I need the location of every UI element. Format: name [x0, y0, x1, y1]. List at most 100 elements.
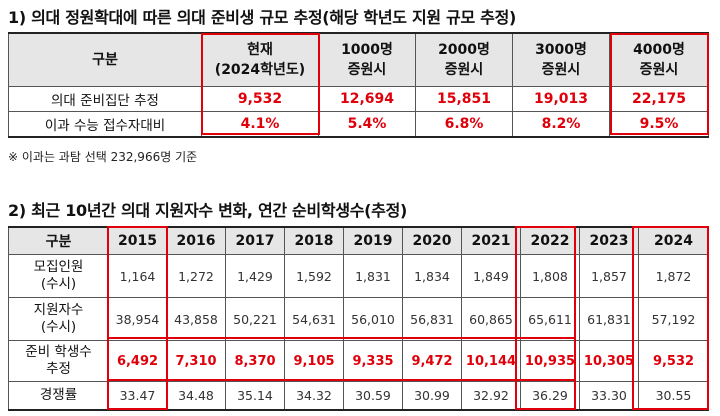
year-header: 2019 [343, 226, 403, 255]
table-cell: 15,851 [415, 86, 513, 112]
table-cell: 34.32 [284, 381, 344, 411]
table-cell: 33.47 [108, 381, 167, 411]
table-cell: 1,808 [520, 254, 580, 298]
year-header: 2021 [461, 226, 521, 255]
section1-title: 1) 의대 정원확대에 따른 의대 준비생 규모 추정(해당 학년도 지원 규모… [8, 8, 517, 27]
table-cell: 8,370 [225, 340, 285, 382]
row-label: 지원자수 (수시) [8, 297, 109, 341]
row-label-line2: 추정 [46, 361, 71, 377]
header-line2: 증원시 [541, 62, 581, 78]
table-cell: 35.14 [225, 381, 285, 411]
table-cell: 9.5% [609, 111, 709, 138]
table-cell: 1,429 [225, 254, 285, 298]
header-line2: 증원시 [347, 62, 387, 78]
header-current: 현재 (2024학년도) [201, 32, 319, 87]
table-cell: 1,831 [343, 254, 403, 298]
year-header: 2022 [520, 226, 580, 255]
row-label: 경쟁률 [8, 381, 109, 411]
table-cell: 9,105 [284, 340, 344, 382]
table-cell: 36.29 [520, 381, 580, 411]
table-row: 지원자수 (수시) 38,954 43,858 50,221 54,631 56… [8, 297, 709, 341]
header-current-line1: 현재 [247, 42, 273, 58]
row-label-line1: 지원자수 [33, 302, 84, 318]
table-cell: 34.48 [166, 381, 226, 411]
table-cell: 10,144 [461, 340, 521, 382]
table-cell: 6.8% [415, 111, 513, 138]
table-cell: 12,694 [318, 86, 416, 112]
table-cell: 8.2% [512, 111, 610, 138]
header-label: 구분 [8, 32, 202, 87]
applicant-trend-table: 구분 2015 2016 2017 2018 2019 2020 2021 20… [8, 226, 709, 411]
table-cell: 57,192 [638, 297, 709, 341]
table-row: 경쟁률 33.47 34.48 35.14 34.32 30.59 30.99 … [8, 381, 709, 411]
table-row: 준비 학생수 추정 6,492 7,310 8,370 9,105 9,335 … [8, 340, 709, 382]
row-label: 의대 준비집단 추정 [8, 86, 202, 112]
row-label-line2: (수시) [40, 276, 77, 292]
row-label-line1: 모집인원 [33, 259, 84, 275]
table-cell: 1,834 [402, 254, 462, 298]
year-header: 2023 [579, 226, 639, 255]
year-header: 2016 [166, 226, 226, 255]
table-cell: 43,858 [166, 297, 226, 341]
table-cell: 22,175 [609, 86, 709, 112]
applicant-scale-table: 구분 현재 (2024학년도) 1000명 증원시 2000명 증원시 3000… [8, 32, 709, 138]
table-cell: 1,592 [284, 254, 344, 298]
table-cell: 5.4% [318, 111, 416, 138]
table-cell: 1,872 [638, 254, 709, 298]
table-cell: 30.59 [343, 381, 403, 411]
row-label: 준비 학생수 추정 [8, 340, 109, 382]
table-cell: 65,611 [520, 297, 580, 341]
table-cell: 32.92 [461, 381, 521, 411]
year-header: 2017 [225, 226, 285, 255]
table-header-row: 구분 2015 2016 2017 2018 2019 2020 2021 20… [8, 226, 709, 255]
footnote: ※ 이과는 과탐 선택 232,966명 기준 [8, 150, 198, 164]
header-1000: 1000명 증원시 [318, 32, 416, 87]
table-cell: 9,335 [343, 340, 403, 382]
header-label: 구분 [8, 226, 109, 255]
table-cell: 9,472 [402, 340, 462, 382]
header-line2: 증원시 [444, 62, 484, 78]
table-cell: 30.99 [402, 381, 462, 411]
table-cell: 56,010 [343, 297, 403, 341]
table-cell: 50,221 [225, 297, 285, 341]
table-cell: 4.1% [201, 111, 319, 138]
table-cell: 1,272 [166, 254, 226, 298]
table-row: 이과 수능 접수자대비 4.1% 5.4% 6.8% 8.2% 9.5% [8, 111, 709, 138]
table-cell: 6,492 [108, 340, 167, 382]
section2-title: 2) 최근 10년간 의대 지원자수 변화, 연간 순비학생수(추정) [8, 201, 408, 220]
table-cell: 1,164 [108, 254, 167, 298]
row-label: 모집인원 (수시) [8, 254, 109, 298]
table-cell: 54,631 [284, 297, 344, 341]
year-header: 2018 [284, 226, 344, 255]
table-cell: 10,935 [520, 340, 580, 382]
table-cell: 9,532 [201, 86, 319, 112]
header-4000: 4000명 증원시 [609, 32, 709, 87]
header-line1: 1000명 [341, 42, 393, 58]
year-header: 2024 [638, 226, 709, 255]
header-line1: 4000명 [633, 42, 685, 58]
header-2000: 2000명 증원시 [415, 32, 513, 87]
table-cell: 7,310 [166, 340, 226, 382]
table-cell: 33.30 [579, 381, 639, 411]
table-cell: 19,013 [512, 86, 610, 112]
table-cell: 30.55 [638, 381, 709, 411]
table-cell: 60,865 [461, 297, 521, 341]
table-row: 모집인원 (수시) 1,164 1,272 1,429 1,592 1,831 … [8, 254, 709, 298]
year-header: 2020 [402, 226, 462, 255]
header-line1: 3000명 [535, 42, 587, 58]
table-cell: 61,831 [579, 297, 639, 341]
header-line2: 증원시 [639, 62, 679, 78]
row-label: 이과 수능 접수자대비 [8, 111, 202, 138]
table-cell: 38,954 [108, 297, 167, 341]
table-row: 의대 준비집단 추정 9,532 12,694 15,851 19,013 22… [8, 86, 709, 112]
header-3000: 3000명 증원시 [512, 32, 610, 87]
table-header-row: 구분 현재 (2024학년도) 1000명 증원시 2000명 증원시 3000… [8, 32, 709, 87]
header-current-line2: (2024학년도) [214, 62, 306, 78]
table-cell: 9,532 [638, 340, 709, 382]
table-cell: 1,857 [579, 254, 639, 298]
table-cell: 1,849 [461, 254, 521, 298]
row-label-line1: 준비 학생수 [25, 344, 92, 360]
year-header: 2015 [108, 226, 167, 255]
row-label-line2: (수시) [40, 319, 77, 335]
table-cell: 10,305 [579, 340, 639, 382]
